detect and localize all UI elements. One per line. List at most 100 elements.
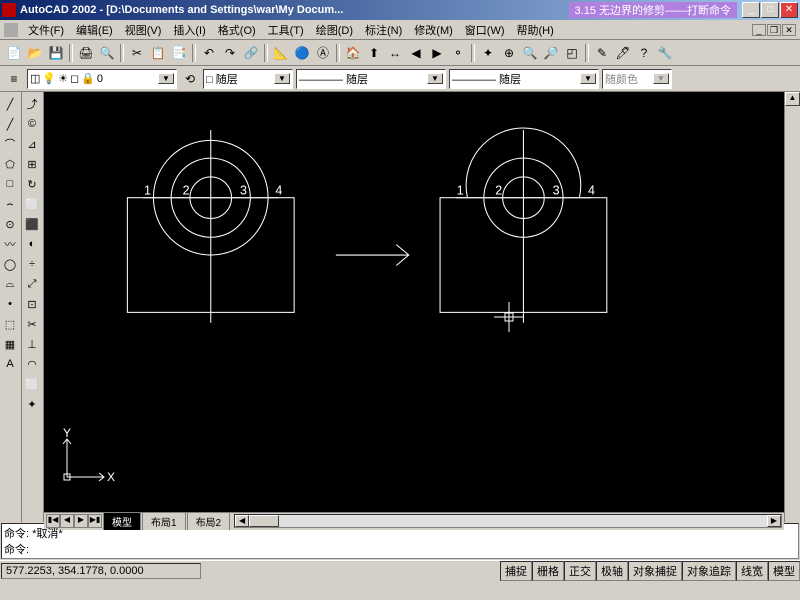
toolbar-btn-12[interactable]: 🔵 — [292, 43, 312, 63]
close-button[interactable]: ✕ — [780, 2, 798, 18]
tab-layout2[interactable]: 布局2 — [187, 512, 231, 530]
menu-6[interactable]: 绘图(D) — [310, 23, 359, 39]
draw-tool-11[interactable]: ⬚ — [0, 314, 20, 334]
draw-tool-9[interactable]: ⌓ — [0, 274, 20, 294]
modify-tool-12[interactable]: ⊥ — [22, 334, 42, 354]
toolbar-btn-16[interactable]: ↔ — [385, 43, 405, 63]
status-0[interactable]: 捕捉 — [500, 561, 532, 581]
toolbar-btn-22[interactable]: 🔍 — [520, 43, 540, 63]
menu-8[interactable]: 修改(M) — [408, 23, 459, 39]
layer-previous-button[interactable]: ⟲ — [180, 69, 200, 89]
tab-next[interactable]: ▶ — [74, 514, 88, 528]
modify-tool-2[interactable]: ⊿ — [22, 134, 42, 154]
toolbar-btn-21[interactable]: ⊕ — [499, 43, 519, 63]
layer-dropdown[interactable]: ◫💡☀◻🔒 0 — [27, 69, 177, 89]
status-6[interactable]: 线宽 — [736, 561, 768, 581]
draw-tool-7[interactable]: 〰 — [0, 234, 20, 254]
minimize-button[interactable]: _ — [742, 2, 760, 18]
color-dropdown[interactable]: □ 随层 — [203, 69, 293, 89]
draw-tool-8[interactable]: ◯ — [0, 254, 20, 274]
toolbar-btn-26[interactable]: 🖊 — [613, 43, 633, 63]
mdi-close[interactable]: ✕ — [782, 24, 796, 36]
tab-last[interactable]: ▶▮ — [88, 514, 102, 528]
toolbar-btn-0[interactable]: 📄 — [4, 43, 24, 63]
toolbar-btn-9[interactable]: ↷ — [220, 43, 240, 63]
toolbar-btn-7[interactable]: 📑 — [169, 43, 189, 63]
menu-0[interactable]: 文件(F) — [22, 23, 70, 39]
status-3[interactable]: 极轴 — [596, 561, 628, 581]
toolbar-btn-27[interactable]: ? — [634, 43, 654, 63]
modify-tool-13[interactable]: ◠ — [22, 354, 42, 374]
toolbar-btn-14[interactable]: 🏠 — [343, 43, 363, 63]
menu-1[interactable]: 编辑(E) — [70, 23, 119, 39]
draw-tool-4[interactable]: □ — [0, 174, 20, 194]
modify-tool-10[interactable]: ⊡ — [22, 294, 42, 314]
modify-tool-4[interactable]: ↻ — [22, 174, 42, 194]
v-scrollbar[interactable]: ▲ — [784, 92, 800, 522]
linetype-dropdown[interactable]: ———— 随层 — [296, 69, 446, 89]
tab-model[interactable]: 模型 — [103, 512, 141, 530]
modify-tool-7[interactable]: ◐ — [22, 234, 42, 254]
toolbar-btn-13[interactable]: Ⓐ — [313, 43, 333, 63]
toolbar-btn-11[interactable]: 📐 — [271, 43, 291, 63]
scroll-up[interactable]: ▲ — [785, 92, 800, 106]
toolbar-btn-18[interactable]: ▶ — [427, 43, 447, 63]
draw-tool-6[interactable]: ⊙ — [0, 214, 20, 234]
toolbar-btn-17[interactable]: ◀ — [406, 43, 426, 63]
menu-3[interactable]: 插入(I) — [167, 23, 211, 39]
status-1[interactable]: 栅格 — [532, 561, 564, 581]
menu-2[interactable]: 视图(V) — [119, 23, 168, 39]
menu-5[interactable]: 工具(T) — [262, 23, 310, 39]
toolbar-btn-10[interactable]: 🔗 — [241, 43, 261, 63]
status-7[interactable]: 模型 — [768, 561, 800, 581]
draw-tool-10[interactable]: • — [0, 294, 20, 314]
mdi-minimize[interactable]: _ — [752, 24, 766, 36]
toolbar-btn-25[interactable]: ✎ — [592, 43, 612, 63]
layer-manager-button[interactable]: ≡ — [4, 69, 24, 89]
draw-tool-5[interactable]: ⌢ — [0, 194, 20, 214]
maximize-button[interactable]: □ — [761, 2, 779, 18]
modify-tool-14[interactable]: ⬜ — [22, 374, 42, 394]
draw-tool-1[interactable]: ╱ — [0, 114, 20, 134]
draw-tool-13[interactable]: A — [0, 354, 20, 374]
h-scrollbar[interactable]: ◀ ▶ — [234, 514, 782, 528]
toolbar-btn-8[interactable]: ↶ — [199, 43, 219, 63]
toolbar-btn-3[interactable]: 🖨 — [76, 43, 96, 63]
toolbar-btn-28[interactable]: 🔧 — [655, 43, 675, 63]
status-5[interactable]: 对象追踪 — [682, 561, 736, 581]
menu-10[interactable]: 帮助(H) — [511, 23, 560, 39]
modify-tool-11[interactable]: ✂ — [22, 314, 42, 334]
mdi-restore[interactable]: ❐ — [767, 24, 781, 36]
modify-tool-15[interactable]: ✦ — [22, 394, 42, 414]
toolbar-btn-2[interactable]: 💾 — [46, 43, 66, 63]
draw-tool-12[interactable]: ▦ — [0, 334, 20, 354]
toolbar-btn-20[interactable]: ✦ — [478, 43, 498, 63]
toolbar-btn-6[interactable]: 📋 — [148, 43, 168, 63]
coords-pane[interactable]: 577.2253, 354.1778, 0.0000 — [1, 563, 201, 579]
menu-9[interactable]: 窗口(W) — [459, 23, 511, 39]
modify-tool-8[interactable]: ÷ — [22, 254, 42, 274]
modify-tool-9[interactable]: ⤢ — [22, 274, 42, 294]
toolbar-btn-1[interactable]: 📂 — [25, 43, 45, 63]
menu-7[interactable]: 标注(N) — [359, 23, 408, 39]
tab-layout1[interactable]: 布局1 — [142, 512, 186, 530]
toolbar-btn-15[interactable]: ⬆ — [364, 43, 384, 63]
draw-tool-3[interactable]: ⬠ — [0, 154, 20, 174]
menu-4[interactable]: 格式(O) — [212, 23, 262, 39]
modify-tool-3[interactable]: ⊞ — [22, 154, 42, 174]
toolbar-btn-19[interactable]: ⚬ — [448, 43, 468, 63]
modify-tool-0[interactable]: ⤴ — [22, 94, 42, 114]
draw-tool-2[interactable]: ⌒ — [0, 134, 20, 154]
toolbar-btn-24[interactable]: ◰ — [562, 43, 582, 63]
toolbar-btn-4[interactable]: 🔍 — [97, 43, 117, 63]
scroll-right[interactable]: ▶ — [767, 515, 781, 527]
status-2[interactable]: 正交 — [564, 561, 596, 581]
scroll-thumb[interactable] — [249, 515, 279, 527]
modify-tool-1[interactable]: © — [22, 114, 42, 134]
status-4[interactable]: 对象捕捉 — [628, 561, 682, 581]
toolbar-btn-23[interactable]: 🔎 — [541, 43, 561, 63]
modify-tool-6[interactable]: ⬛ — [22, 214, 42, 234]
toolbar-btn-5[interactable]: ✂ — [127, 43, 147, 63]
draw-tool-0[interactable]: ╱ — [0, 94, 20, 114]
mdi-icon[interactable] — [4, 23, 18, 37]
